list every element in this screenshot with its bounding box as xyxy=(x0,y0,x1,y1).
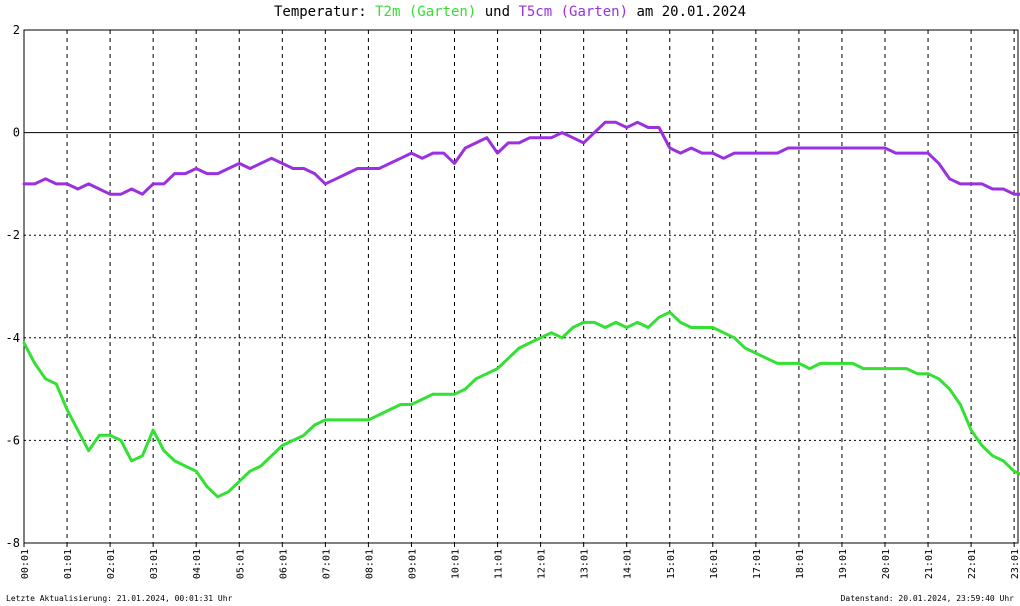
x-tick-label: 02:01 xyxy=(106,549,117,579)
chart-title-part: T2m (Garten) xyxy=(375,4,477,20)
x-tick-label: 23:01 xyxy=(1010,549,1020,579)
x-tick-label: 15:01 xyxy=(666,549,677,579)
y-tick-label: -4 xyxy=(6,331,20,345)
plot-frame xyxy=(23,29,1019,544)
x-tick-label: 18:01 xyxy=(795,549,806,579)
x-tick-label: 06:01 xyxy=(278,549,289,579)
y-tick-label: -2 xyxy=(6,228,20,242)
x-tick-label: 19:01 xyxy=(838,549,849,579)
x-tick-label: 16:01 xyxy=(709,549,720,579)
y-tick-label: -8 xyxy=(6,536,20,550)
x-tick-label: 04:01 xyxy=(192,549,203,579)
x-tick-label: 11:01 xyxy=(494,549,505,579)
x-tick-label: 09:01 xyxy=(407,549,418,579)
x-tick-label: 03:01 xyxy=(149,549,160,579)
x-tick-label: 01:01 xyxy=(63,549,74,579)
x-tick-label: 13:01 xyxy=(580,549,591,579)
y-tick-label: 2 xyxy=(13,23,20,37)
x-tick-label: 17:01 xyxy=(752,549,763,579)
x-tick-label: 05:01 xyxy=(235,549,246,579)
series-line-t2m xyxy=(22,310,1020,499)
x-tick-label: 22:01 xyxy=(967,549,978,579)
x-tick-label: 20:01 xyxy=(881,549,892,579)
x-tick-label: 14:01 xyxy=(623,549,634,579)
chart-title-part: Temperatur: xyxy=(273,4,376,20)
data-status-text: Datenstand: 20.01.2024, 23:59:40 Uhr xyxy=(840,594,1014,603)
x-tick-label: 08:01 xyxy=(364,549,375,579)
series-line-t5cm xyxy=(22,120,1020,196)
y-tick-label: 0 xyxy=(13,126,20,140)
x-tick-label: 12:01 xyxy=(537,549,548,579)
x-tick-label: 00:01 xyxy=(20,549,31,579)
x-tick-label: 21:01 xyxy=(924,549,935,579)
x-tick-label: 07:01 xyxy=(321,549,332,579)
last-update-text: Letzte Aktualisierung: 21.01.2024, 00:01… xyxy=(6,594,233,603)
y-tick-label: -6 xyxy=(6,433,20,447)
chart-title-part: und xyxy=(476,4,519,20)
chart-title-part: T5cm (Garten) xyxy=(518,4,629,20)
chart-title-part: am 20.01.2024 xyxy=(628,4,747,20)
x-tick-label: 10:01 xyxy=(451,549,462,579)
chart-title: Temperatur: T2m (Garten) und T5cm (Garte… xyxy=(0,4,1020,20)
